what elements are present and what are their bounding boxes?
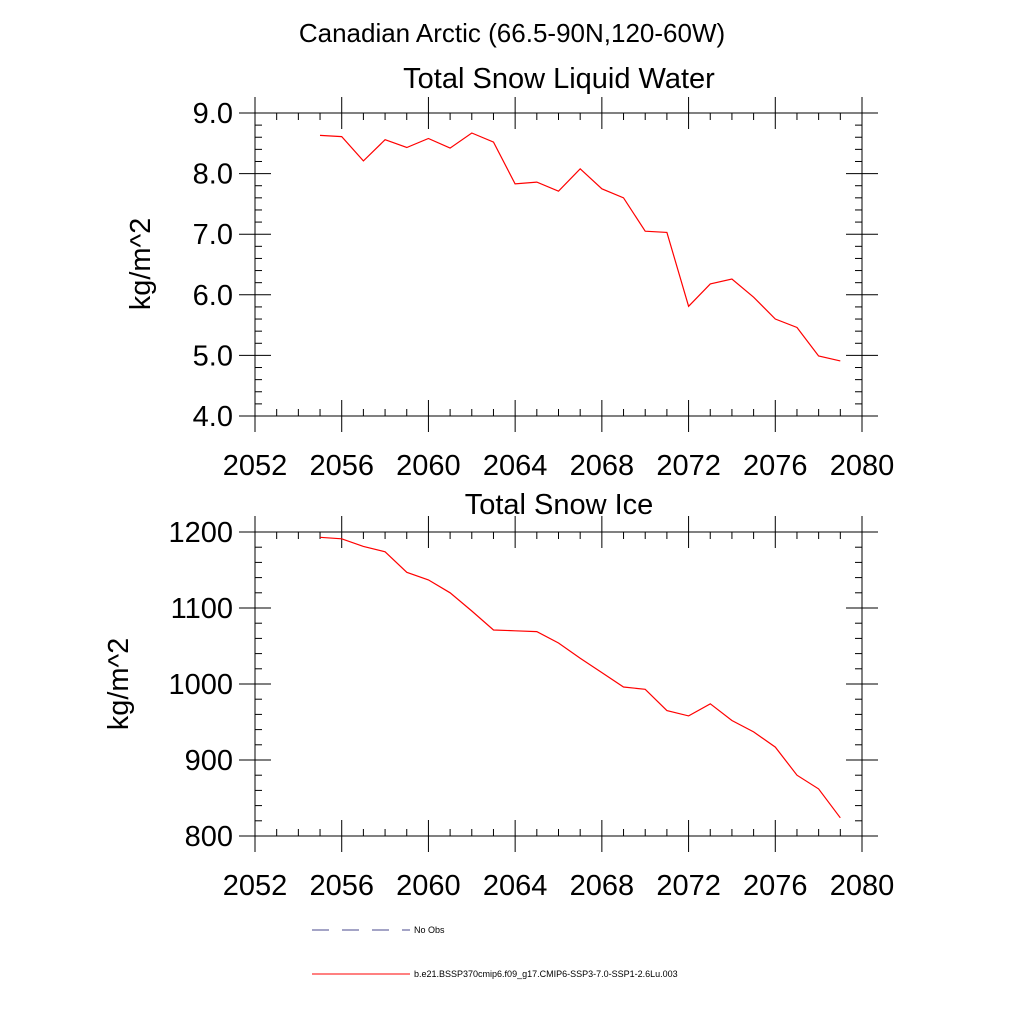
series-line — [319, 132, 841, 362]
plot-frame — [254, 531, 863, 837]
x-tick-label: 2072 — [656, 870, 721, 902]
x-tick-label: 2076 — [743, 870, 808, 902]
x-tick-label: 2056 — [309, 870, 374, 902]
legend-no-obs-label: No Obs — [414, 925, 445, 935]
y-tick-label: 900 — [185, 745, 233, 777]
panel-title: Total Snow Liquid Water — [403, 63, 715, 95]
y-tick-label: 1000 — [168, 669, 233, 701]
x-tick-label: 2052 — [223, 450, 288, 482]
y-tick-label: 4.0 — [193, 401, 233, 433]
y-tick-label: 5.0 — [193, 340, 233, 372]
panel-snow-liquid-water: Total Snow Liquid Water kg/m^2 2052 2056 2… — [125, 63, 894, 482]
y-tick-label: 9.0 — [193, 98, 233, 130]
y-tick-label: 1100 — [171, 593, 233, 625]
x-tick-label: 2064 — [483, 450, 548, 482]
x-tick-label: 2056 — [309, 450, 374, 482]
x-tick-label: 2068 — [570, 870, 635, 902]
y-axis-label: kg/m^2 — [103, 638, 135, 731]
x-tick-label: 2076 — [743, 450, 808, 482]
legend: No Obs b.e21.BSSP370cmip6.f09_g17.CMIP6-… — [312, 925, 678, 979]
y-tick-label: 1200 — [168, 517, 233, 549]
panel-snow-ice: Total Snow Ice kg/m^2 2052 2056 2060 2064 20… — [103, 489, 894, 902]
x-tick-label: 2068 — [570, 450, 635, 482]
x-tick-label: 2064 — [483, 870, 548, 902]
panel-title: Total Snow Ice — [465, 489, 654, 521]
plot-frame — [254, 112, 863, 417]
y-tick-label: 8.0 — [193, 159, 233, 191]
x-tick-label: 2060 — [396, 870, 461, 902]
y-tick-label: 6.0 — [193, 280, 233, 312]
figure-title: Canadian Arctic (66.5-90N,120-60W) — [299, 18, 725, 48]
x-tick-label: 2080 — [830, 870, 895, 902]
x-tick-label: 2080 — [830, 450, 895, 482]
y-tick-label: 7.0 — [193, 219, 233, 251]
legend-model-label: b.e21.BSSP370cmip6.f09_g17.CMIP6-SSP3-7.… — [414, 969, 678, 979]
series-line — [319, 536, 841, 819]
y-tick-label: 800 — [185, 821, 233, 853]
x-tick-label: 2060 — [396, 450, 461, 482]
y-axis-label: kg/m^2 — [125, 218, 157, 311]
x-tick-label: 2052 — [223, 870, 288, 902]
x-tick-label: 2072 — [656, 450, 721, 482]
